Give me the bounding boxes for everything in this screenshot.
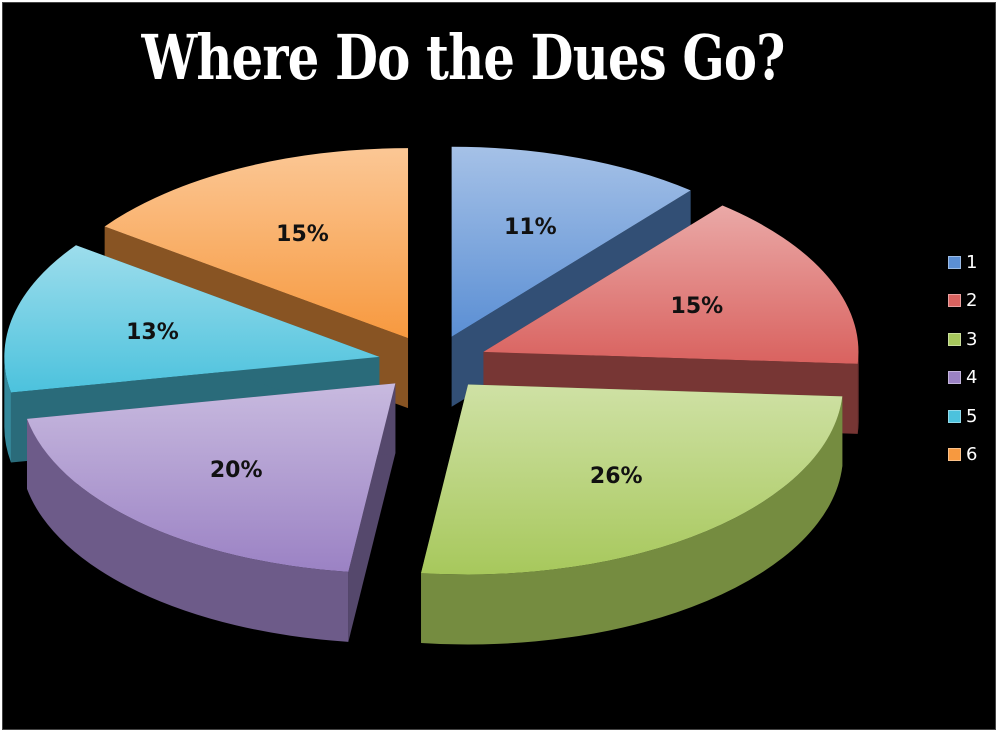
legend-swatch bbox=[948, 255, 961, 269]
pie-slice-wall bbox=[26, 418, 349, 642]
legend-label: 3 bbox=[966, 328, 978, 350]
legend-label: 4 bbox=[966, 367, 978, 389]
legend-swatch bbox=[948, 409, 961, 423]
legend-label: 6 bbox=[966, 444, 978, 466]
data-label: 11% bbox=[504, 215, 557, 240]
pie-slice-top bbox=[104, 148, 409, 339]
legend-item: 3 bbox=[948, 320, 977, 359]
data-label: 15% bbox=[671, 294, 724, 319]
legend-item: 6 bbox=[948, 436, 977, 475]
data-label: 15% bbox=[276, 222, 329, 247]
pie-slice-top bbox=[26, 383, 396, 572]
pie-slice-3 bbox=[421, 384, 843, 645]
data-label: 20% bbox=[210, 458, 263, 483]
pie-slice-top bbox=[483, 205, 859, 364]
legend-item: 5 bbox=[948, 397, 977, 436]
pie-slice-top bbox=[421, 384, 843, 575]
pie-slice-wall bbox=[4, 356, 11, 463]
legend-swatch bbox=[948, 371, 961, 385]
legend-item: 4 bbox=[948, 359, 977, 398]
legend-item: 2 bbox=[948, 282, 977, 321]
legend-swatch bbox=[948, 448, 961, 462]
pie-slice-top bbox=[4, 245, 380, 393]
pie-chart: 11% 15% 26% 20% 13% 15% bbox=[4, 146, 859, 645]
pie-slice-4 bbox=[26, 383, 396, 642]
legend-swatch bbox=[948, 294, 961, 308]
legend-label: 1 bbox=[966, 251, 978, 273]
data-label: 26% bbox=[590, 464, 643, 489]
chart-title: Where Do the Dues Go? bbox=[141, 21, 786, 94]
pie-slice-top bbox=[451, 146, 691, 337]
legend-label: 5 bbox=[966, 405, 978, 427]
legend: 1 2 3 4 5 6 bbox=[948, 243, 977, 474]
pie-slice-wall bbox=[421, 396, 843, 645]
pie-slice-wall bbox=[857, 351, 859, 434]
legend-label: 2 bbox=[966, 290, 978, 312]
data-label: 13% bbox=[126, 320, 179, 345]
legend-swatch bbox=[948, 332, 961, 346]
legend-item: 1 bbox=[948, 243, 977, 282]
